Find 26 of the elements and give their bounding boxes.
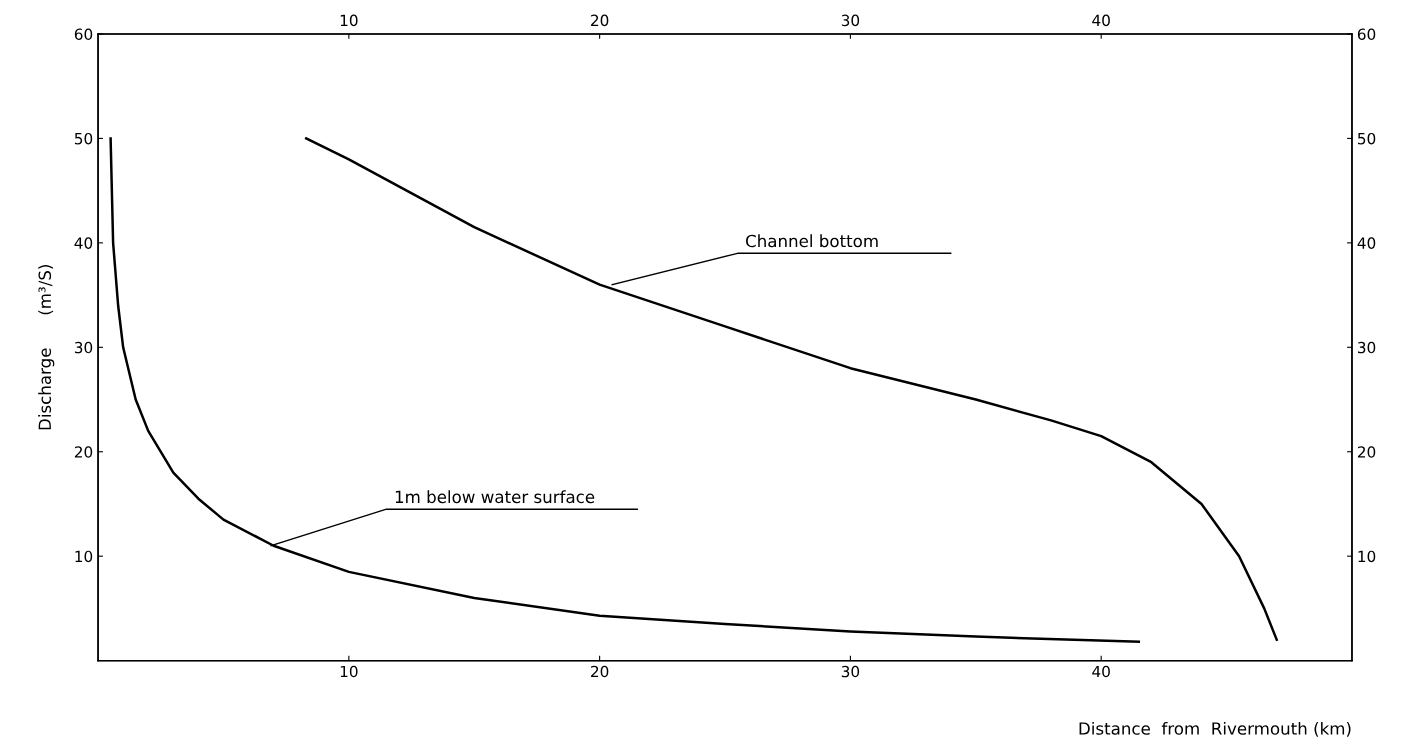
y2-tick-label: 30 (1357, 341, 1376, 354)
line-series (109, 137, 1141, 644)
y-axis-title: Discharge (m³/S) (38, 265, 55, 430)
y-tick-label: 10 (75, 550, 93, 563)
y-tick-label: 60 (74, 28, 93, 40)
annotation: 1m below water surface (395, 490, 595, 504)
y2-tick-label: 20 (1357, 446, 1376, 458)
x2-tick-label: 40 (1092, 14, 1110, 27)
x-tick-label: 40 (1092, 665, 1110, 678)
x2-tick-label: 10 (340, 14, 358, 27)
y-tick-label: 40 (74, 237, 93, 249)
y2-tick-label: 60 (1357, 28, 1376, 40)
x-axis-title: Distance from Rivermouth (km) (1079, 721, 1351, 737)
y-tick-label: 30 (74, 341, 93, 354)
x2-tick-label: 30 (841, 14, 860, 27)
x2-tick-label: 20 (591, 14, 609, 27)
y2-tick-label: 50 (1358, 132, 1376, 145)
y-tick-label: 50 (74, 132, 93, 145)
x-tick-label: 20 (591, 665, 609, 678)
y2-tick-label: 40 (1357, 237, 1376, 249)
annotation: Channel bottom (746, 234, 878, 248)
x-tick-label: 10 (340, 665, 358, 678)
y-tick-label: 20 (74, 446, 93, 458)
x-tick-label: 30 (841, 665, 860, 678)
y2-tick-label: 10 (1358, 550, 1376, 563)
line-series (304, 137, 1278, 641)
